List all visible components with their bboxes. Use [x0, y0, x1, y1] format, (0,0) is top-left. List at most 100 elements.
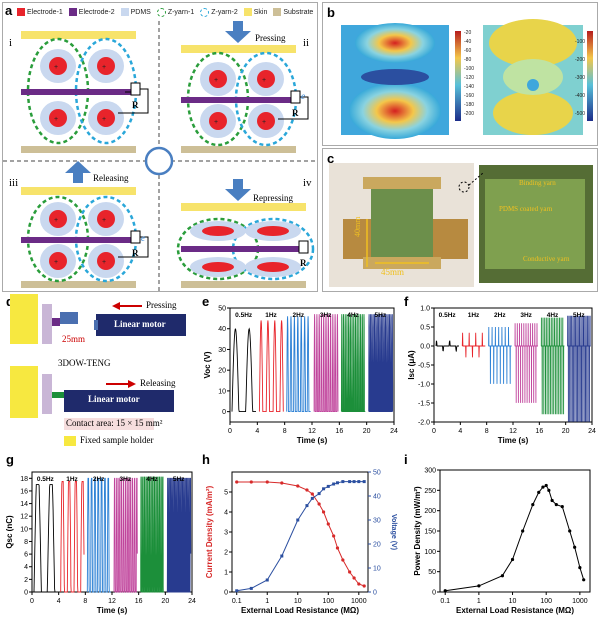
data-point	[341, 480, 345, 484]
x-tick-label: 20	[161, 598, 169, 605]
y-tick-label: 1	[224, 570, 228, 577]
x-axis-label: Time (s)	[498, 436, 529, 445]
state-label-iii: iii	[9, 177, 19, 189]
y-tick-label: 0	[24, 590, 28, 597]
x-tick-label: 16	[135, 598, 143, 605]
panel-a: a Electrode-1 Electrode-2 PDMS Z-yarn-1 …	[2, 2, 318, 292]
x-tick-label: 4	[57, 598, 61, 605]
series-line-0.5Hz	[435, 340, 459, 352]
y2-axis-label: Voltage (V)	[390, 514, 397, 550]
distance-label: 25mm	[62, 334, 86, 344]
data-point	[326, 522, 330, 526]
x-tick-label: 10	[294, 598, 302, 605]
power-density-chart: 0.1 1 10 100 1000 0 50 100 150 200 250 300 External …	[413, 468, 591, 615]
x-tick-label: 12	[308, 428, 316, 435]
annotation-conductive-yarn: Conductive yarn	[523, 255, 570, 263]
data-point	[296, 518, 300, 522]
y-tick-label: 5	[224, 490, 228, 497]
data-point	[249, 480, 253, 484]
data-point	[321, 510, 326, 514]
x-tick-label: 12	[108, 598, 116, 605]
y-tick-label: 2	[24, 577, 28, 584]
y-tick-label: 16	[20, 488, 28, 495]
x-axis-label: External Load Resistance (MΩ)	[456, 606, 574, 615]
series-line-4Hz	[540, 317, 565, 415]
dimension-width: 45mm	[381, 267, 405, 277]
x-tick-label: 16	[535, 428, 543, 435]
x-tick-label: 4	[255, 428, 259, 435]
y-tick-label: 0	[222, 409, 226, 416]
data-point	[443, 589, 447, 593]
y-tick-label: -2.0	[418, 420, 430, 427]
y-tick-label: 100	[424, 549, 436, 556]
y2-tick-label: 0	[373, 590, 377, 597]
x-tick-label: 4	[458, 428, 462, 435]
data-point	[348, 480, 352, 484]
y-tick-label: 30	[218, 347, 226, 354]
series-line-3Hz	[514, 323, 538, 403]
panel-c: c 45mm 40mm Binding yarn PDMS coated yar…	[322, 148, 598, 292]
data-point	[362, 584, 366, 588]
y2-tick-label: 40	[373, 494, 381, 501]
series-line-1Hz	[461, 332, 486, 358]
data-point	[537, 490, 541, 494]
data-point	[544, 483, 548, 488]
series-line-4Hz	[340, 314, 366, 413]
x-tick-label: 0.1	[232, 598, 242, 605]
x-tick-label: 1	[265, 598, 269, 605]
y-tick-label: 4	[24, 564, 28, 571]
state-iii	[21, 161, 149, 288]
panel-label-h: h	[202, 452, 210, 467]
data-point	[357, 582, 361, 586]
y-tick-label: 300	[424, 468, 436, 475]
y-tick-label: 150	[424, 529, 436, 536]
pressing-label-d: Pressing	[146, 300, 177, 310]
x-tick-label: 0	[30, 598, 34, 605]
series-label: 0.5Hz	[439, 312, 457, 319]
voc-chart: 0 4 8 12 16 20 24 0 10 20 30 40 50 Time (s) Voc (V) 0.5…	[203, 306, 398, 446]
colorbar-left-ticks: -20 -40 -60 -80 -100 -120 -140 -160 -180 -200	[464, 30, 475, 117]
resistor-label-4: R	[300, 258, 307, 268]
x-tick-label: 0	[228, 428, 232, 435]
y-tick-label: -0.5	[418, 363, 430, 370]
releasing-label-d: Releasing	[140, 378, 176, 388]
y-tick-label: 40	[218, 326, 226, 333]
series-line-1Hz	[60, 481, 85, 593]
panel-e: e 0 4 8 12 16 20 24 0 10 20 30 40 50 Time (s) Voc (V) 0…	[198, 294, 400, 450]
data-point	[249, 586, 253, 590]
data-point	[305, 504, 309, 508]
data-point	[280, 481, 284, 485]
data-point	[310, 496, 314, 500]
panel-label-f: f	[404, 294, 409, 309]
data-point	[296, 484, 300, 488]
data-point	[568, 529, 572, 533]
series-line-0.5Hz	[231, 327, 256, 413]
series-label: 2Hz	[293, 312, 305, 319]
legend-item: PDMS	[120, 8, 151, 16]
series-label: 3Hz	[120, 476, 132, 483]
x-tick-label: 24	[188, 598, 196, 605]
panel-label-d: d	[6, 294, 14, 309]
y-tick-label: 1.0	[420, 306, 430, 313]
state-iv	[176, 179, 315, 288]
panel-label-a: a	[5, 3, 13, 18]
y2-tick-label: 30	[373, 518, 381, 525]
data-point	[560, 505, 564, 509]
x-tick-label: 8	[283, 428, 287, 435]
y-tick-label: 12	[20, 514, 28, 521]
linear-motor-bottom: Linear motor	[88, 394, 140, 404]
series-line-5Hz	[567, 315, 591, 422]
y-tick-label: 0.0	[420, 344, 430, 351]
series-line-Current Density	[236, 481, 365, 587]
dimension-height: 40mm	[353, 216, 362, 237]
legend-item: Electrode-1	[17, 8, 63, 16]
legend-item: Electrode-2	[68, 8, 115, 16]
x-tick-label: 24	[390, 428, 398, 435]
series-line-0.5Hz	[33, 484, 58, 593]
data-point	[510, 557, 515, 562]
x-tick-label: 8	[83, 598, 87, 605]
linear-motor-top: Linear motor	[114, 319, 166, 329]
y-tick-label: 3	[224, 530, 228, 537]
resistor-label-3: R	[132, 248, 139, 258]
